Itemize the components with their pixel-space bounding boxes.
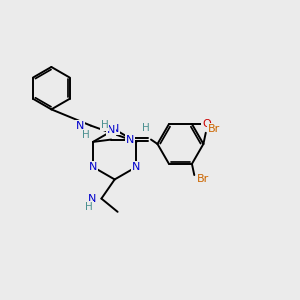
Text: N: N bbox=[126, 134, 135, 145]
Text: H: H bbox=[82, 130, 89, 140]
Text: H: H bbox=[85, 202, 93, 212]
Text: H: H bbox=[101, 120, 109, 130]
Text: N: N bbox=[107, 125, 116, 135]
Text: N: N bbox=[76, 121, 84, 130]
Text: N: N bbox=[110, 124, 119, 134]
Text: Br: Br bbox=[208, 124, 220, 134]
Text: N: N bbox=[132, 162, 140, 172]
Text: N: N bbox=[88, 194, 96, 204]
Text: N: N bbox=[89, 162, 97, 172]
Text: H: H bbox=[213, 126, 220, 136]
Text: O: O bbox=[202, 119, 211, 129]
Text: Br: Br bbox=[196, 174, 209, 184]
Text: H: H bbox=[142, 123, 150, 134]
